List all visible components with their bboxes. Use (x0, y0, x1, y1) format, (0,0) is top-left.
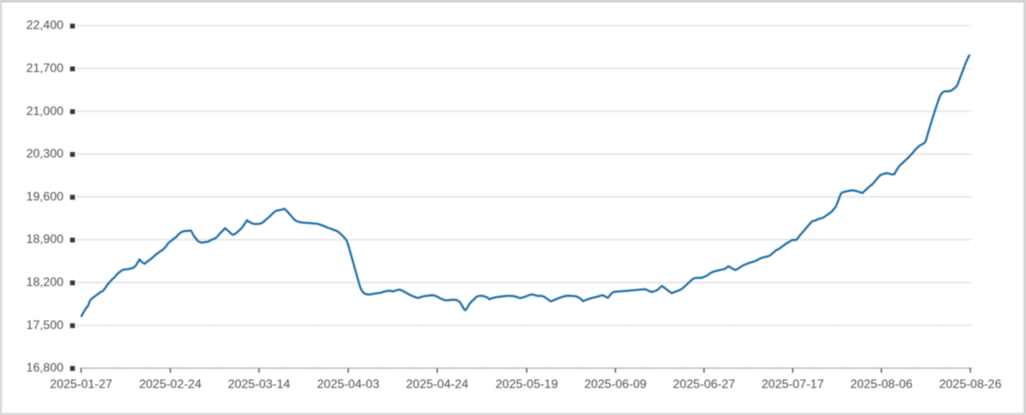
svg-text:2025-04-03: 2025-04-03 (317, 377, 380, 391)
svg-text:21,000: 21,000 (26, 104, 63, 118)
svg-text:22,400: 22,400 (26, 18, 63, 32)
svg-text:17,500: 17,500 (26, 318, 63, 332)
svg-text:18,200: 18,200 (26, 275, 63, 289)
svg-text:2025-08-06: 2025-08-06 (850, 377, 913, 391)
svg-text:16,800: 16,800 (26, 361, 63, 375)
svg-text:2025-06-09: 2025-06-09 (584, 377, 647, 391)
svg-text:2025-05-19: 2025-05-19 (496, 377, 559, 391)
svg-text:2025-03-14: 2025-03-14 (228, 377, 291, 391)
svg-text:2025-06-27: 2025-06-27 (673, 377, 736, 391)
svg-text:2025-08-26: 2025-08-26 (939, 377, 1002, 391)
svg-text:2025-04-24: 2025-04-24 (406, 377, 469, 391)
svg-text:2025-07-17: 2025-07-17 (762, 377, 825, 391)
svg-text:18,900: 18,900 (26, 232, 63, 246)
svg-text:2025-01-27: 2025-01-27 (50, 377, 113, 391)
svg-text:21,700: 21,700 (26, 61, 63, 75)
svg-text:2025-02-24: 2025-02-24 (139, 377, 202, 391)
svg-text:19,600: 19,600 (26, 189, 63, 203)
svg-text:20,300: 20,300 (26, 147, 63, 161)
